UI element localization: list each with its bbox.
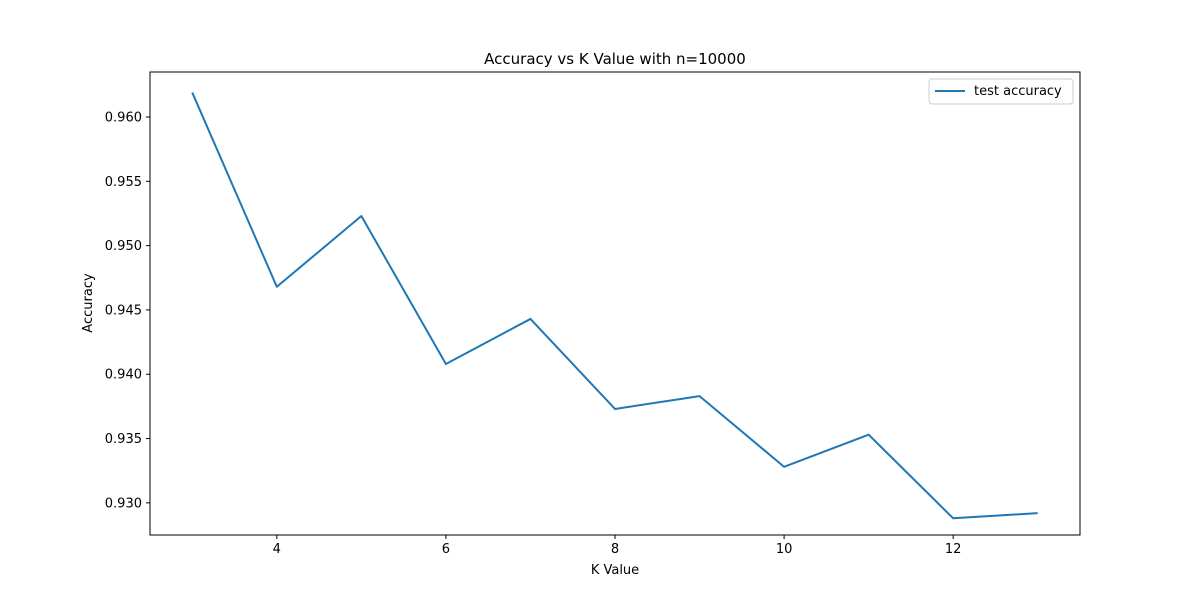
series-line-test-accuracy bbox=[191, 92, 1038, 520]
chart-title: Accuracy vs K Value with n=10000 bbox=[484, 50, 746, 68]
x-tick-label: 10 bbox=[776, 542, 793, 557]
legend-label: test accuracy bbox=[974, 84, 1062, 99]
y-tick-label: 0.930 bbox=[105, 496, 142, 511]
x-tick-label: 8 bbox=[611, 542, 619, 557]
x-tick-label: 4 bbox=[273, 542, 281, 557]
series-layer bbox=[191, 92, 1038, 520]
legend-box bbox=[928, 78, 1074, 105]
y-tick-label: 0.950 bbox=[105, 239, 142, 254]
y-tick-label: 0.945 bbox=[105, 303, 142, 318]
y-axis-label: Accuracy bbox=[81, 273, 96, 333]
plot-area-frame bbox=[149, 71, 1081, 536]
y-tick-label: 0.955 bbox=[105, 175, 142, 190]
legend: test accuracy bbox=[928, 78, 1074, 105]
y-tick-label: 0.960 bbox=[105, 111, 142, 126]
y-tick-label: 0.940 bbox=[105, 368, 142, 383]
y-tick-label: 0.935 bbox=[105, 432, 142, 447]
y-axis-ticks: 0.930 0.935 0.940 0.945 0.950 0.955 0.960 bbox=[105, 111, 150, 511]
x-axis-ticks: 4 6 8 10 12 bbox=[273, 535, 962, 557]
x-axis-label: K Value bbox=[591, 563, 639, 578]
x-tick-label: 6 bbox=[442, 542, 450, 557]
x-tick-label: 12 bbox=[945, 542, 962, 557]
